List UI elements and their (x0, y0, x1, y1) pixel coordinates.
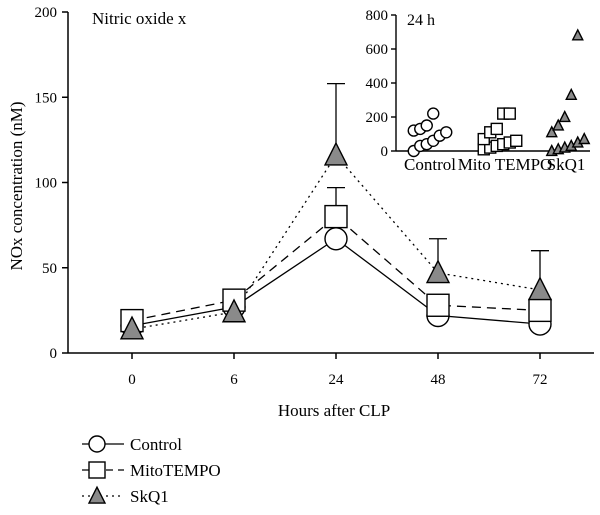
inset-point-triangle (558, 109, 571, 123)
inset-point-square (510, 134, 523, 148)
legend-label: MitoTEMPO (130, 461, 221, 480)
data-point-mitotempo (324, 204, 348, 229)
inset-x-tick-label: Control (404, 155, 456, 174)
inset-point-triangle (578, 132, 591, 145)
inset-x-tick-label: SkQ1 (547, 155, 586, 174)
data-point-skq1 (119, 315, 145, 340)
inset-x-tick-label: Mito TEMPO (458, 155, 553, 174)
legend-marker-skq1 (87, 485, 107, 504)
y-tick-label: 150 (35, 90, 58, 106)
y-tick-label: 0 (50, 346, 58, 362)
x-axis-label: Hours after CLP (278, 401, 390, 420)
series-line-skq1 (131, 154, 541, 330)
series-line-control (131, 237, 541, 327)
series-line-mitotempo (131, 215, 541, 322)
data-point-skq1 (527, 276, 553, 301)
legend-label: Control (130, 435, 182, 454)
inset-y-tick-label: 600 (366, 42, 389, 58)
x-tick-label: 0 (128, 372, 136, 388)
inset-point-square (477, 132, 490, 146)
legend-marker-control (88, 435, 106, 453)
data-point-skq1 (221, 298, 247, 323)
inset-y-tick-label: 400 (366, 76, 389, 92)
inset-point-triangle (545, 125, 558, 138)
y-tick-label: 50 (42, 261, 57, 277)
inset-point-triangle (571, 28, 584, 41)
inset-y-tick-label: 0 (381, 144, 389, 160)
y-tick-label: 200 (35, 5, 58, 21)
inset-y-tick-label: 200 (366, 110, 389, 126)
inset-point-triangle (552, 118, 565, 131)
legend-label: SkQ1 (130, 487, 169, 506)
data-point-mitotempo (528, 298, 552, 323)
y-axis-label: NOx concentration (nM) (7, 101, 26, 270)
x-tick-label: 48 (431, 372, 446, 388)
inset-point-triangle (565, 87, 578, 101)
inset-point-square (503, 107, 516, 120)
x-tick-label: 72 (533, 372, 548, 388)
inset-point-circle (427, 107, 440, 120)
data-point-skq1 (323, 141, 349, 166)
y-tick-label: 100 (35, 176, 58, 192)
x-tick-label: 24 (329, 372, 345, 388)
chart-title: Nitric oxide x (92, 9, 187, 28)
x-tick-label: 6 (230, 372, 238, 388)
data-point-skq1 (425, 259, 451, 284)
inset-point-circle (440, 126, 453, 139)
inset-point-circle (420, 119, 433, 132)
inset-y-tick-label: 800 (366, 8, 389, 24)
inset-point-square (490, 122, 503, 136)
legend-marker-mitotempo (88, 461, 106, 479)
data-point-control (324, 227, 348, 251)
data-point-mitotempo (426, 293, 450, 317)
inset-title: 24 h (407, 12, 435, 29)
